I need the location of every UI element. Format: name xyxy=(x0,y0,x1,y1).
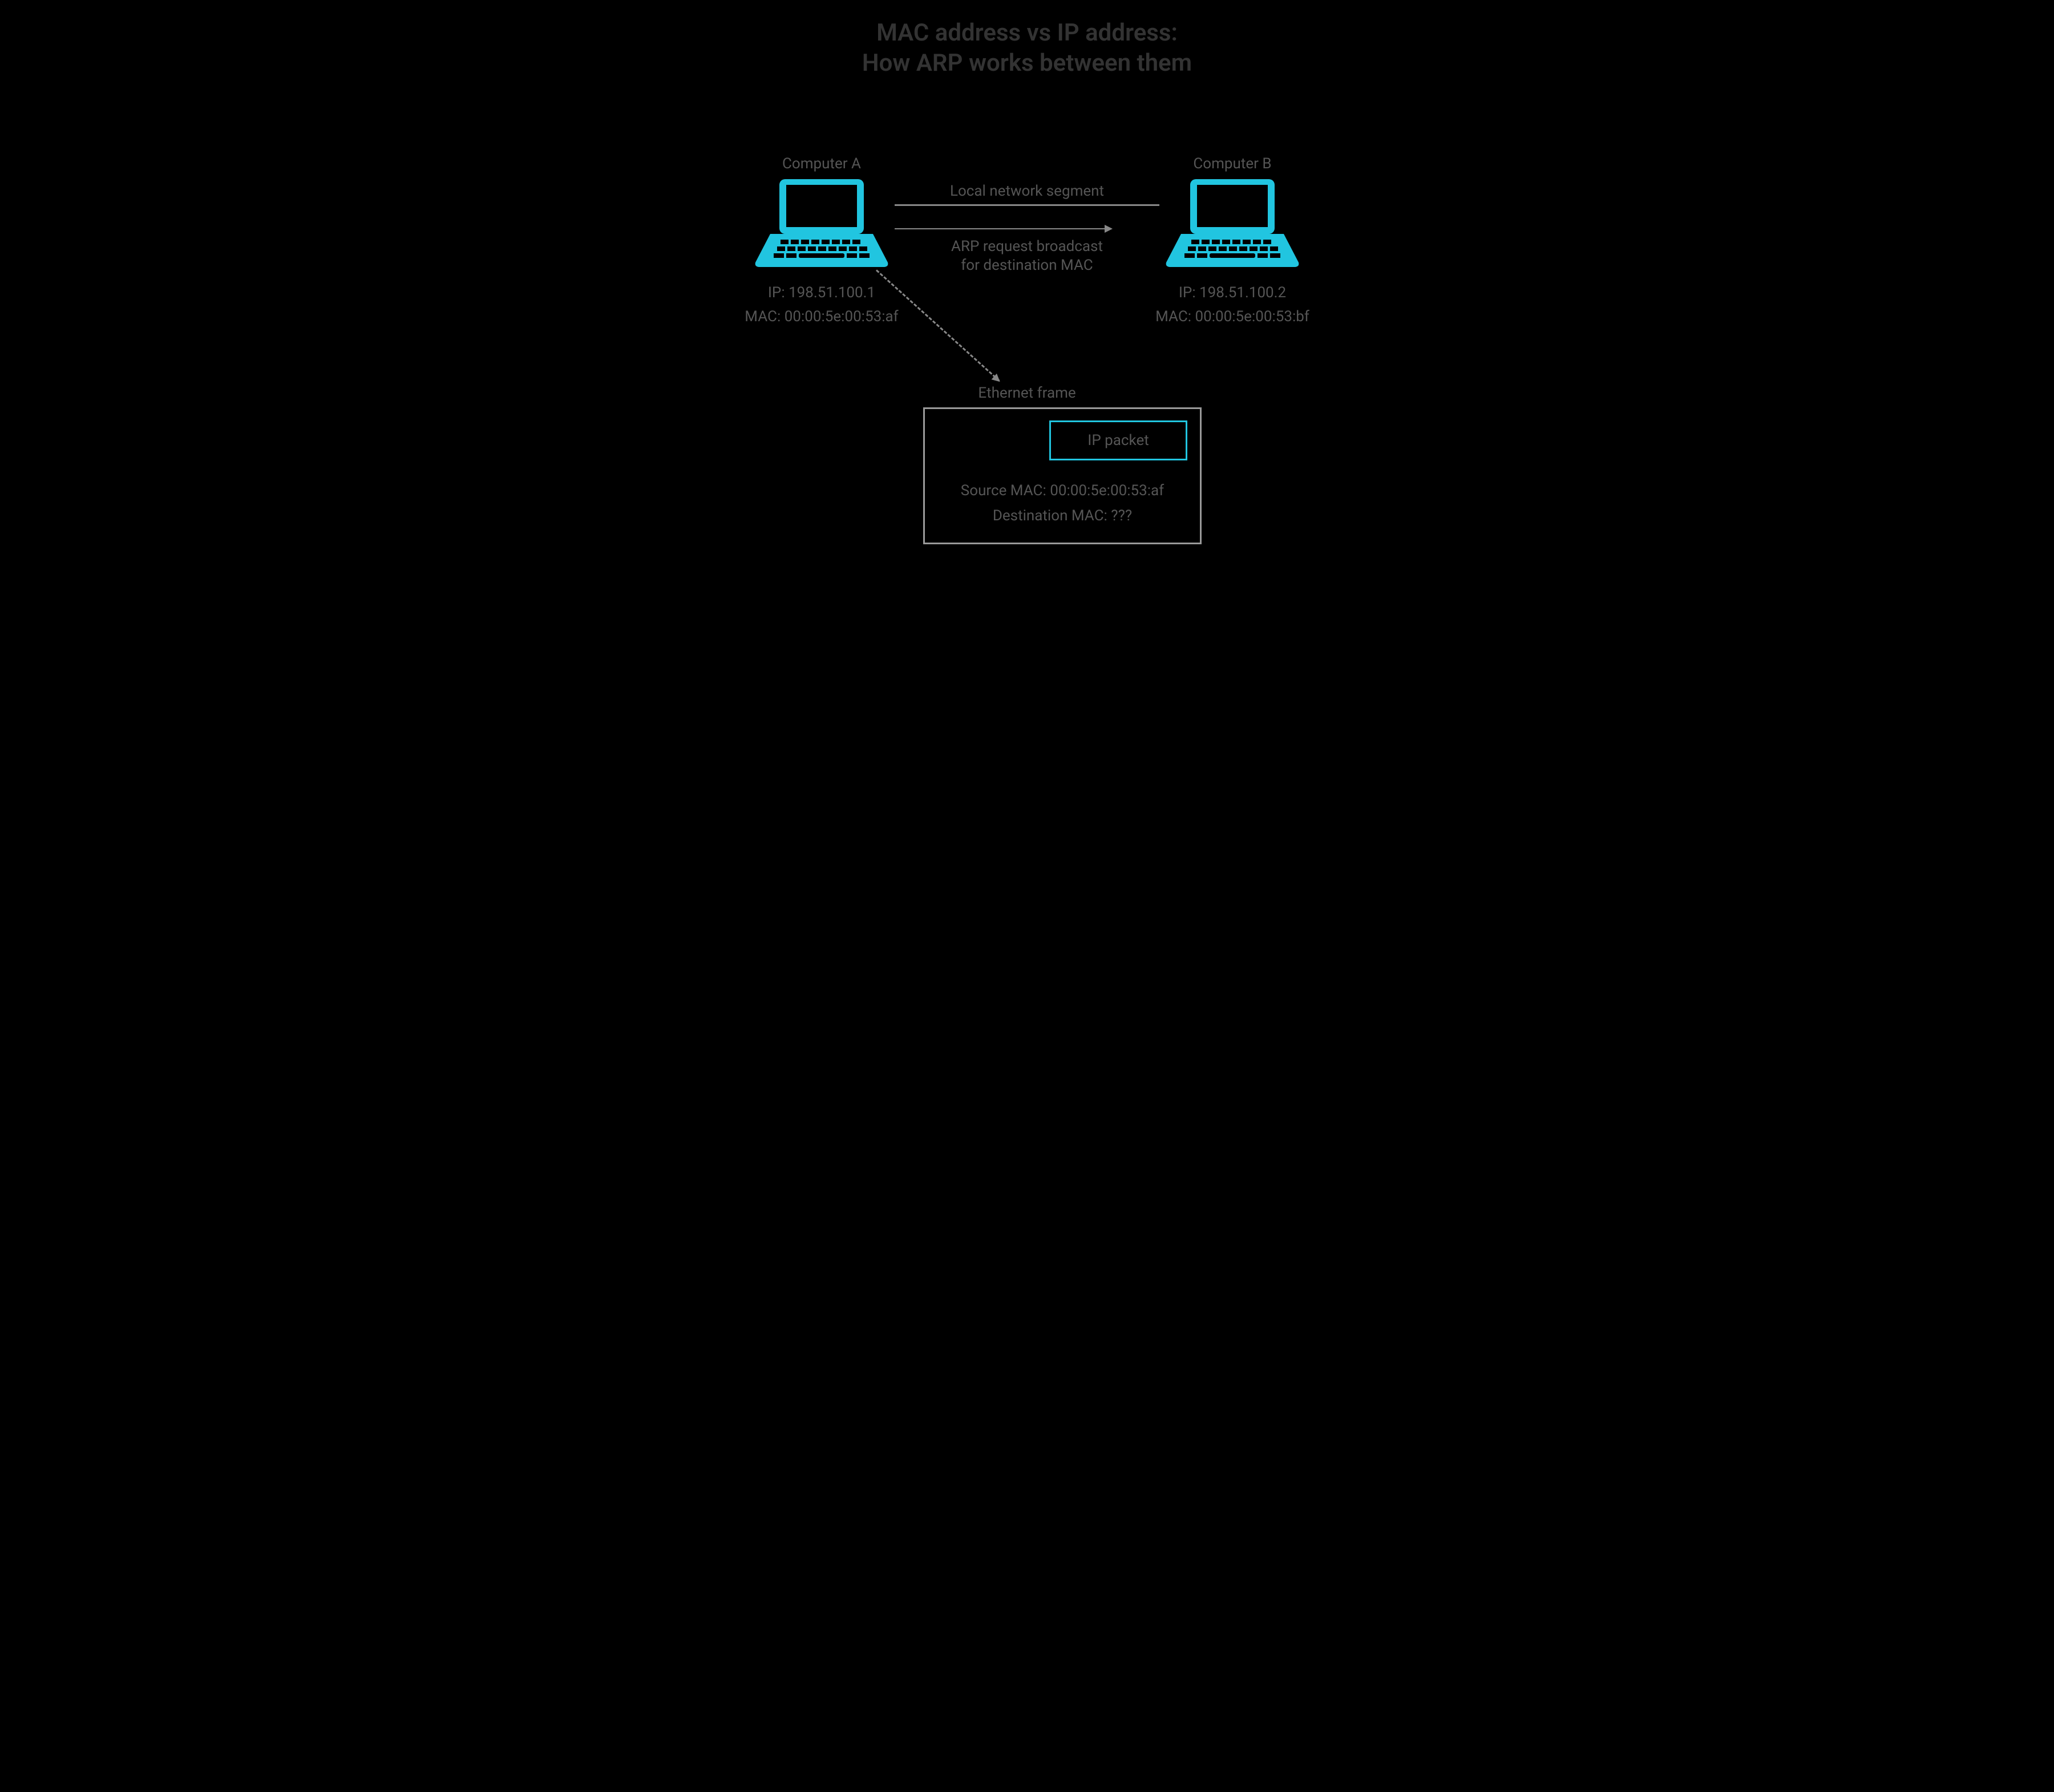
arp-label-line-1: ARP request broadcast xyxy=(951,238,1103,255)
destination-mac-text: Destination MAC: ??? xyxy=(925,507,1200,524)
title-line-1: MAC address vs IP address: xyxy=(876,19,1178,47)
source-mac-text: Source MAC: 00:00:5e:00:53:af xyxy=(925,482,1200,499)
diagram-title: MAC address vs IP address: How ARP works… xyxy=(685,18,1369,78)
laptop-icon xyxy=(1164,177,1301,268)
arp-label-line-2: for destination MAC xyxy=(961,257,1093,274)
arp-arrow-label: ARP request broadcast for destination MA… xyxy=(901,237,1153,274)
computer-a-mac: MAC: 00:00:5e:00:53:af xyxy=(730,308,913,325)
ethernet-frame-label: Ethernet frame xyxy=(924,385,1130,402)
segment-label: Local network segment xyxy=(901,183,1153,200)
ip-packet-box: IP packet xyxy=(1049,420,1187,460)
computer-b-ip: IP: 198.51.100.2 xyxy=(1141,284,1324,301)
title-line-2: How ARP works between them xyxy=(862,49,1192,77)
diagram-canvas: MAC address vs IP address: How ARP works… xyxy=(685,0,1369,597)
computer-a-label: Computer A xyxy=(753,155,890,172)
computer-a-ip: IP: 198.51.100.1 xyxy=(730,284,913,301)
computer-b-mac: MAC: 00:00:5e:00:53:bf xyxy=(1141,308,1324,325)
dashed-arrow xyxy=(876,269,1000,381)
segment-line xyxy=(895,204,1159,206)
computer-b-label: Computer B xyxy=(1164,155,1301,172)
ethernet-frame-box: IP packet Source MAC: 00:00:5e:00:53:af … xyxy=(923,407,1202,544)
laptop-icon xyxy=(753,177,890,268)
arp-arrow xyxy=(895,228,1111,229)
ip-packet-label: IP packet xyxy=(1087,432,1149,449)
